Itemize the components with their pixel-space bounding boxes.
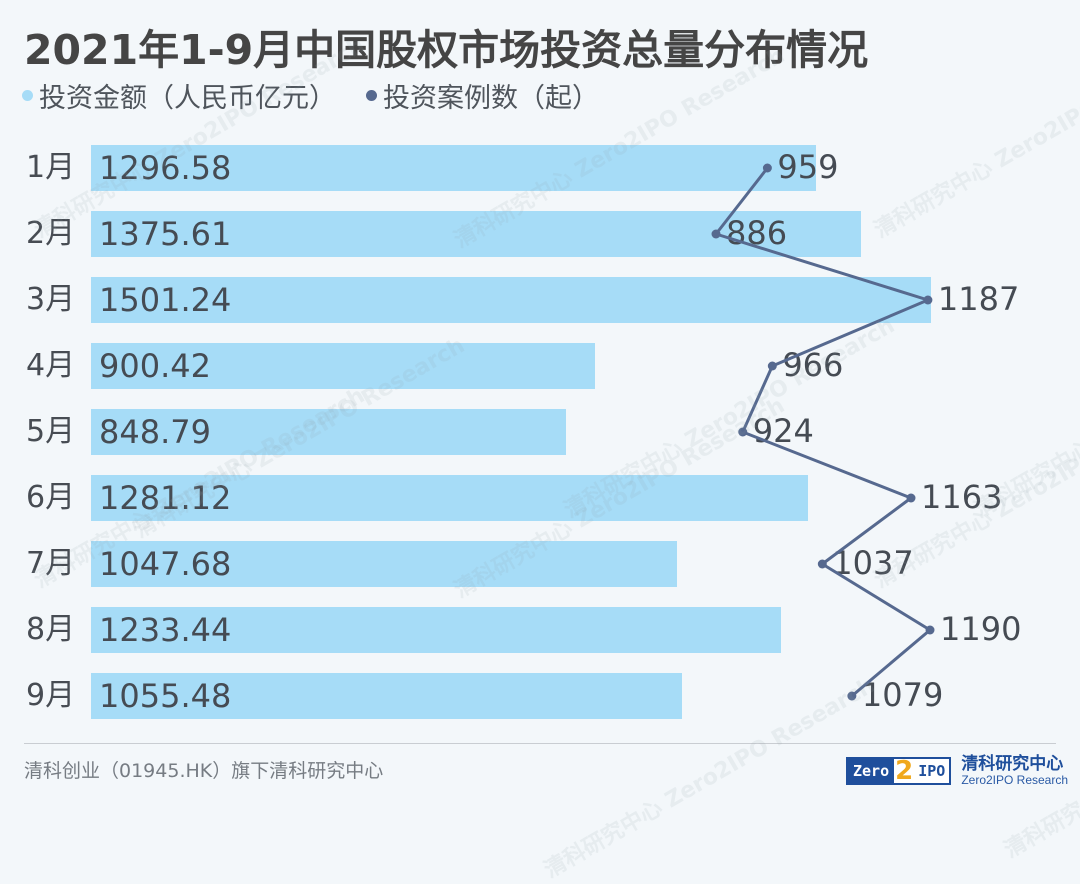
count-value-label: 1163 xyxy=(921,478,1003,516)
category-label: 4月 xyxy=(26,348,76,383)
count-point-marker xyxy=(906,493,916,503)
amount-bar xyxy=(91,277,931,323)
category-label: 8月 xyxy=(26,612,76,647)
count-point-marker xyxy=(767,361,777,371)
amount-value-label: 1296.58 xyxy=(99,149,232,187)
count-value-label: 1037 xyxy=(832,544,914,582)
category-label: 7月 xyxy=(26,546,76,581)
count-value-label: 1079 xyxy=(861,676,944,714)
count-value-label: 966 xyxy=(782,346,844,384)
count-value-label: 924 xyxy=(752,412,814,450)
legend-label-count: 投资案例数（起） xyxy=(383,83,599,114)
amount-value-label: 900.42 xyxy=(99,347,211,385)
zero2ipo-logo: Zero 2 IPO 清科研究中心 Zero2IPO Research xyxy=(846,754,1069,787)
category-label: 3月 xyxy=(26,282,76,317)
amount-bar xyxy=(91,541,677,587)
category-label: 9月 xyxy=(26,678,76,713)
amount-bar xyxy=(91,475,808,521)
count-point-marker xyxy=(762,163,772,173)
logo-zero: Zero xyxy=(848,759,895,784)
count-point-marker xyxy=(923,295,933,305)
legend-dot-amount-icon xyxy=(22,90,33,101)
count-line xyxy=(711,163,935,701)
count-point-marker xyxy=(738,427,748,437)
count-point-marker xyxy=(817,559,827,569)
count-point-marker xyxy=(711,229,721,239)
amount-bar xyxy=(91,673,682,719)
amount-value-label: 1233.44 xyxy=(99,611,232,649)
logo-ipo: IPO xyxy=(918,762,946,781)
category-label: 6月 xyxy=(26,480,76,515)
amount-bar xyxy=(91,343,595,389)
logo-mark-icon: Zero 2 IPO xyxy=(846,756,952,787)
logo-text: 清科研究中心 Zero2IPO Research xyxy=(961,754,1069,787)
legend-label-amount: 投资金额（人民币亿元） xyxy=(39,83,336,114)
category-label: 1月 xyxy=(26,150,76,185)
legend: 投资金额（人民币亿元） 投资案例数（起） xyxy=(22,76,629,115)
amount-value-label: 1047.68 xyxy=(99,545,232,583)
amount-bar xyxy=(91,145,816,191)
chart-title: 2021年1-9月中国股权市场投资总量分布情况 xyxy=(24,26,869,74)
footer-divider xyxy=(24,743,1056,744)
category-label: 2月 xyxy=(26,216,76,251)
chart-area: 1月 1296.58 959 2月 1375.61 886 3月 1501.24 1187 4月 9… xyxy=(26,145,1022,719)
amount-value-label: 1375.61 xyxy=(99,215,232,253)
category-label: 5月 xyxy=(26,414,76,449)
amount-value-label: 1501.24 xyxy=(99,281,232,319)
legend-item-count: 投资案例数（起） xyxy=(366,76,599,115)
logo-en: Zero2IPO Research xyxy=(961,772,1069,787)
amount-value-label: 1281.12 xyxy=(99,479,232,517)
count-value-label: 1190 xyxy=(940,610,1022,648)
amount-value-label: 1055.48 xyxy=(99,677,232,715)
count-point-marker xyxy=(847,691,857,701)
count-value-label: 959 xyxy=(777,148,839,186)
amount-bar xyxy=(91,211,861,257)
amount-bar xyxy=(91,607,781,653)
count-point-marker xyxy=(925,625,935,635)
amount-bar xyxy=(91,409,566,455)
legend-dot-count-icon xyxy=(366,90,377,101)
logo-two: 2 xyxy=(895,756,914,787)
legend-item-amount: 投资金额（人民币亿元） xyxy=(22,76,336,115)
count-value-label: 1187 xyxy=(937,280,1020,318)
amount-value-label: 848.79 xyxy=(99,413,211,451)
footer-source: 清科创业（01945.HK）旗下清科研究中心 xyxy=(24,760,384,782)
logo-cn: 清科研究中心 xyxy=(961,754,1064,774)
